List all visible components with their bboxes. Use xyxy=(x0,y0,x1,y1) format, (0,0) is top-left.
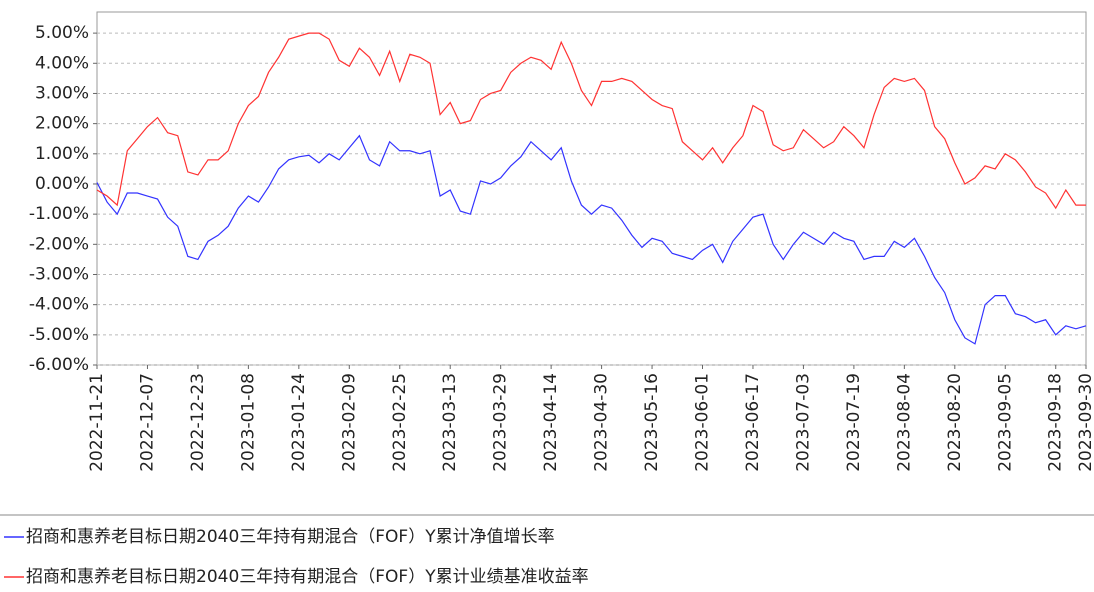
y-tick-label: 0.00% xyxy=(35,174,89,194)
legend-label: 招商和惠养老目标日期2040三年持有期混合（FOF）Y累计业绩基准收益率 xyxy=(26,567,589,587)
x-tick-label: 2023-08-04 xyxy=(894,373,914,472)
x-tick-label: 2022-12-07 xyxy=(137,373,157,472)
legend-label: 招商和惠养老目标日期2040三年持有期混合（FOF）Y累计净值增长率 xyxy=(26,527,555,547)
x-tick-label: 2023-01-08 xyxy=(238,373,258,472)
x-tick-label: 2023-06-01 xyxy=(693,373,713,472)
series-line xyxy=(96,134,1087,345)
x-tick-label: 2023-02-09 xyxy=(339,373,359,472)
y-tick-label: 5.00% xyxy=(35,23,89,43)
x-tick-label: 2023-09-30 xyxy=(1076,373,1094,472)
y-tick-label: 2.00% xyxy=(35,114,89,134)
x-tick-label: 2023-04-30 xyxy=(592,373,612,472)
y-tick-label: -1.00% xyxy=(29,204,89,224)
x-tick-label: 2023-08-20 xyxy=(945,373,965,472)
series-line xyxy=(96,32,1086,210)
y-tick-label: -4.00% xyxy=(29,295,89,315)
x-tick-label: 2023-03-13 xyxy=(440,373,460,472)
x-tick-label: 2023-02-25 xyxy=(390,373,410,472)
y-tick-label: -5.00% xyxy=(29,325,89,345)
y-tick-label: -6.00% xyxy=(29,355,89,375)
y-tick-label: 3.00% xyxy=(35,83,89,103)
x-tick-label: 2023-04-14 xyxy=(541,373,561,472)
y-tick-label: 1.00% xyxy=(35,144,89,164)
plot-frame xyxy=(96,11,1087,366)
x-tick-label: 2023-06-17 xyxy=(743,373,763,472)
x-tick-label: 2023-05-16 xyxy=(642,373,662,472)
x-tick-label: 2023-03-29 xyxy=(491,373,511,472)
y-tick-label: -2.00% xyxy=(29,234,89,254)
x-tick-label: 2023-09-18 xyxy=(1046,373,1066,472)
x-tick-label: 2023-09-05 xyxy=(995,373,1015,472)
y-tick-label: 4.00% xyxy=(35,53,89,73)
x-tick-label: 2022-12-23 xyxy=(188,373,208,472)
x-tick-label: 2023-01-24 xyxy=(289,373,309,472)
x-tick-label: 2023-07-03 xyxy=(793,373,813,472)
x-tick-label: 2022-11-21 xyxy=(87,373,107,472)
x-tick-label: 2023-07-19 xyxy=(844,373,864,472)
y-tick-label: -3.00% xyxy=(29,264,89,284)
